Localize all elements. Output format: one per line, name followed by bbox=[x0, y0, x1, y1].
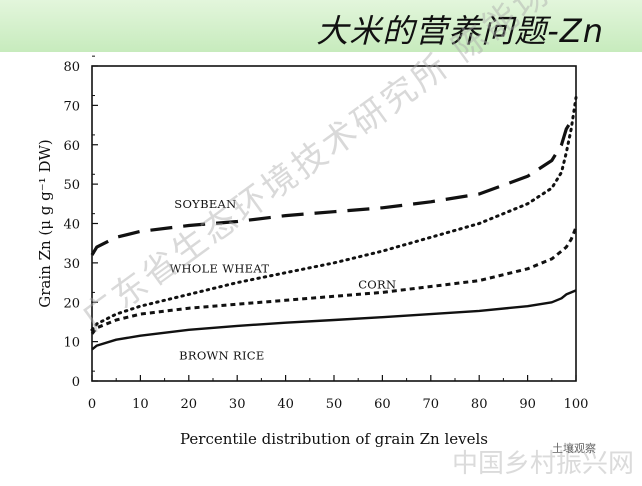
series-label-corn: CORN bbox=[358, 277, 396, 291]
y-tick-label: 80 bbox=[63, 60, 80, 75]
site-watermark: 中国乡村振兴网 bbox=[451, 449, 634, 479]
series-line-corn bbox=[90, 226, 578, 335]
y-tick-label: 70 bbox=[63, 99, 80, 114]
x-axis-label: Percentile distribution of grain Zn leve… bbox=[180, 430, 488, 448]
series-layer bbox=[90, 96, 578, 351]
x-tick-label: 100 bbox=[564, 397, 589, 412]
series-labels: SOYBEAN WHOLE WHEAT CORN BROWN RICE bbox=[169, 197, 396, 363]
y-tick-label: 50 bbox=[63, 178, 80, 193]
slide-title: 大米的营养问题-Zn bbox=[316, 12, 604, 50]
x-tick-label: 90 bbox=[519, 397, 536, 412]
series-label-brown-rice: BROWN RICE bbox=[179, 348, 264, 362]
series-label-soybean: SOYBEAN bbox=[174, 197, 236, 211]
y-tick-label: 20 bbox=[63, 296, 80, 311]
x-tick-label: 30 bbox=[229, 397, 246, 412]
series-line-whole-wheat bbox=[90, 96, 578, 332]
x-tick-label: 10 bbox=[132, 397, 149, 412]
x-tick-label: 70 bbox=[423, 397, 440, 412]
series-line-soybean bbox=[90, 119, 576, 256]
x-tick-label: 50 bbox=[326, 397, 343, 412]
x-tick-label: 80 bbox=[471, 397, 488, 412]
source-badge: 土壤观察 bbox=[552, 442, 596, 455]
series-line-brown-rice bbox=[91, 289, 577, 351]
y-tick-label: 30 bbox=[63, 257, 80, 272]
x-tick-label: 20 bbox=[181, 397, 198, 412]
x-tick-label: 40 bbox=[277, 397, 294, 412]
x-tick-label: 0 bbox=[88, 397, 96, 412]
y-tick-label: 0 bbox=[72, 375, 80, 390]
y-axis-label: Grain Zn (μ g g⁻¹ DW) bbox=[36, 139, 54, 308]
y-tick-label: 40 bbox=[63, 218, 80, 233]
axis-ticks: 0 10 20 30 40 50 60 70 80 0 10 20 30 40 50 60 70 80 90 100 bbox=[63, 55, 589, 412]
series-label-whole-wheat: WHOLE WHEAT bbox=[169, 262, 269, 276]
y-tick-label: 10 bbox=[63, 336, 80, 351]
x-tick-label: 60 bbox=[374, 397, 391, 412]
y-tick-label: 60 bbox=[63, 139, 80, 154]
slide-header: 大米的营养问题-Zn bbox=[0, 0, 642, 52]
